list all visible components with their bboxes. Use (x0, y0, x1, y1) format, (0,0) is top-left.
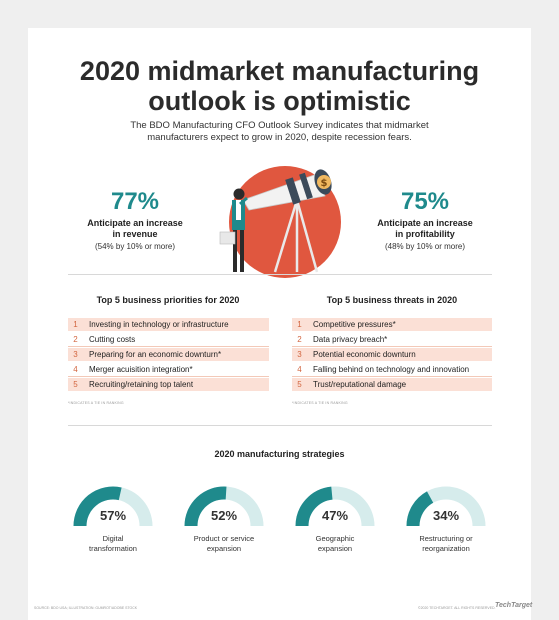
priorities-footnote: *INDICATES A TIE IN RANKING (68, 401, 124, 405)
item-label: Preparing for an economic downturn* (89, 350, 222, 359)
subtitle-line-1: The BDO Manufacturing CFO Outlook Survey… (130, 120, 429, 131)
item-number: 5 (297, 380, 302, 389)
profitability-sub: (48% by 10% or more) (384, 242, 466, 251)
item-label: Cutting costs (89, 335, 136, 344)
strategies-title: 2020 manufacturing strategies (214, 449, 345, 459)
gauge-label: Geographic expansion (285, 534, 385, 554)
gauge-geographic-expansion: 47% Geographic expansion (295, 486, 375, 553)
item-number: 1 (73, 320, 78, 329)
revenue-percent: 77% (110, 188, 160, 215)
gauge-label-line-1: Geographic (315, 534, 355, 543)
item-label: Competitive pressures* (313, 320, 396, 329)
gauge-label-line-1: Product or service (193, 534, 255, 543)
list-item: 1 Investing in technology or infrastruct… (68, 318, 269, 331)
gauge-percent: 47% (321, 508, 349, 523)
gauge-label-line-1: Restructuring or (419, 534, 473, 543)
gauge-restructuring: 34% Restructuring or reorganization (406, 486, 486, 553)
profitability-desc-line-1: Anticipate an increase (377, 218, 473, 228)
item-number: 3 (297, 350, 302, 359)
threats-title: Top 5 business threats in 2020 (326, 295, 458, 305)
list-item: 4 Merger acuisition integration* (68, 363, 269, 377)
copyright: ©2020 TECHTARGET. ALL RIGHTS RESERVED. (418, 606, 496, 610)
gauge-digital-transformation: 57% Digital transformation (73, 486, 153, 553)
item-label: Data privacy breach* (313, 335, 388, 344)
gauge-arc (73, 486, 153, 527)
threats-footnote: *INDICATES A TIE IN RANKING (292, 401, 348, 405)
list-item: 3 Preparing for an economic downturn* (68, 348, 269, 361)
gauge-label: Restructuring or reorganization (396, 534, 496, 554)
subtitle-line-2: manufacturers expect to grow in 2020, de… (147, 132, 412, 143)
item-label: Trust/reputational damage (313, 380, 407, 389)
profitability-desc-line-2: in profitability (395, 229, 455, 239)
gauge-label: Digital transformation (63, 534, 163, 554)
gauge-arc (184, 486, 264, 527)
revenue-desc-line-1: Anticipate an increase (87, 218, 183, 228)
revenue-sub: (54% by 10% or more) (94, 242, 176, 251)
item-label: Merger acuisition integration* (89, 365, 193, 374)
source-credit: SOURCE: BDO USA; ILLUSTRATION: GUMROT/AD… (34, 606, 138, 610)
profitability-stat: 75% Anticipate an increase in profitabil… (360, 188, 490, 251)
section-divider (68, 425, 492, 426)
gauge-label-line-2: reorganization (422, 544, 470, 553)
item-number: 4 (297, 365, 302, 374)
item-number: 2 (73, 335, 78, 344)
page-title: 2020 midmarket manufacturing outlook is … (0, 56, 559, 116)
businessman-figure (219, 188, 248, 272)
telescope-illustration: $ (219, 166, 341, 278)
list-item: 5 Trust/reputational damage (292, 378, 492, 391)
gauge-percent: 57% (99, 508, 127, 523)
gauge-label: Product or service expansion (174, 534, 274, 554)
gauge-label-line-1: Digital (102, 534, 124, 543)
gauge-label-line-2: expansion (206, 544, 242, 553)
gauge-percent: 52% (210, 508, 238, 523)
item-label: Falling behind on technology and innovat… (313, 365, 470, 374)
gauge-label-line-2: expansion (317, 544, 353, 553)
priorities-title: Top 5 business priorities for 2020 (96, 295, 240, 305)
gauge-label-line-2: transformation (89, 544, 137, 553)
item-label: Potential economic downturn (313, 350, 416, 359)
title-line-2: outlook is optimistic (148, 86, 411, 116)
gauge-product-expansion: 52% Product or service expansion (184, 486, 264, 553)
telescope-icon: $ (242, 169, 332, 211)
item-number: 3 (73, 350, 78, 359)
brand-logo: TechTarget (495, 602, 533, 609)
revenue-desc-line-2: in revenue (112, 229, 158, 239)
profitability-percent: 75% (400, 188, 450, 215)
page-subtitle: The BDO Manufacturing CFO Outlook Survey… (0, 120, 559, 144)
list-item: 3 Potential economic downturn (292, 348, 492, 361)
item-number: 4 (73, 365, 78, 374)
svg-text:$: $ (321, 178, 328, 189)
list-item: 2 Cutting costs (68, 333, 269, 347)
item-number: 1 (297, 320, 302, 329)
list-item: 4 Falling behind on technology and innov… (292, 363, 492, 377)
item-number: 5 (73, 380, 78, 389)
revenue-stat: 77% Anticipate an increase in revenue (5… (70, 188, 200, 251)
title-line-1: 2020 midmarket manufacturing (79, 56, 480, 86)
gauge-arc (295, 486, 375, 527)
item-label: Investing in technology or infrastructur… (89, 320, 229, 329)
section-divider (68, 274, 492, 275)
list-item: 5 Recruiting/retaining top talent (68, 378, 269, 391)
gauge-percent: 34% (432, 508, 460, 523)
item-label: Recruiting/retaining top talent (89, 380, 194, 389)
list-item: 2 Data privacy breach* (292, 333, 492, 347)
list-item: 1 Competitive pressures* (292, 318, 492, 331)
gauge-arc (406, 486, 486, 527)
item-number: 2 (297, 335, 302, 344)
